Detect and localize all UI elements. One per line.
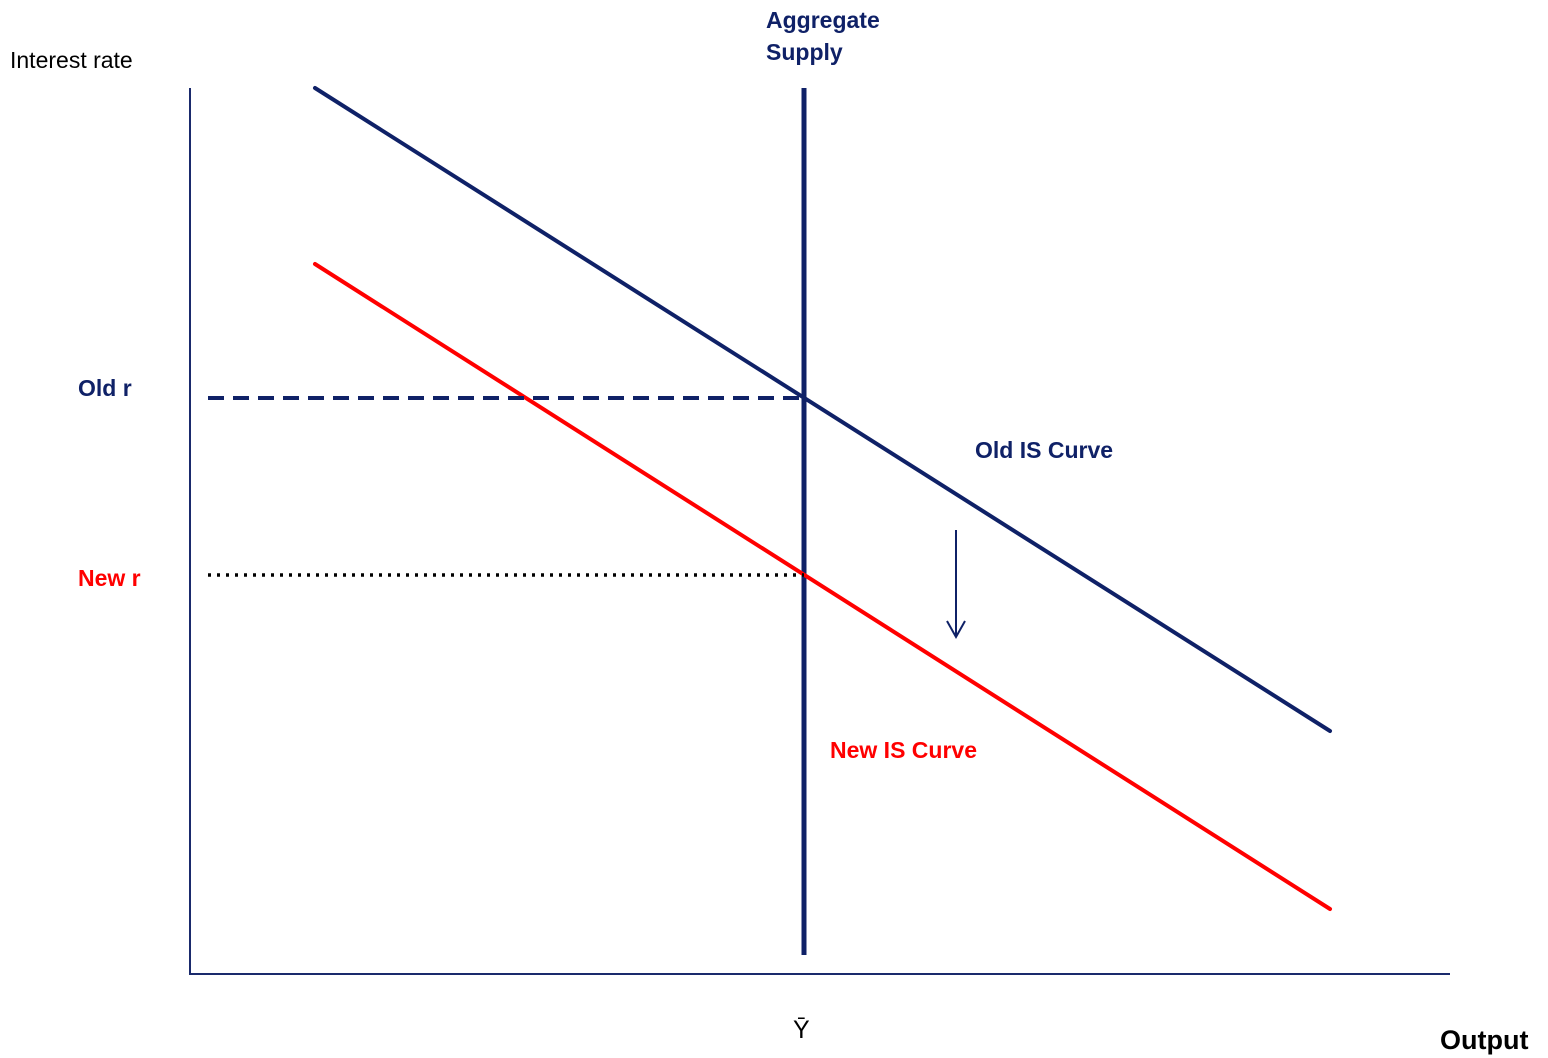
old-is-curve bbox=[313, 86, 1332, 733]
old-is-curve-label: Old IS Curve bbox=[975, 437, 1114, 463]
new-r-label: New r bbox=[78, 565, 141, 591]
new-is-curve bbox=[313, 262, 1332, 911]
x-axis-label: Output bbox=[1440, 1025, 1529, 1055]
y-axis-label: Interest rate bbox=[10, 47, 133, 73]
y-bar-label: Ȳ bbox=[793, 1016, 810, 1044]
new-is-curve-label: New IS Curve bbox=[830, 737, 977, 763]
shift-down-arrow-icon bbox=[946, 530, 966, 640]
old-r-label: Old r bbox=[78, 375, 132, 401]
aggregate-supply-label-line1: Aggregate bbox=[766, 7, 880, 33]
aggregate-supply-label-line2: Supply bbox=[766, 39, 843, 65]
